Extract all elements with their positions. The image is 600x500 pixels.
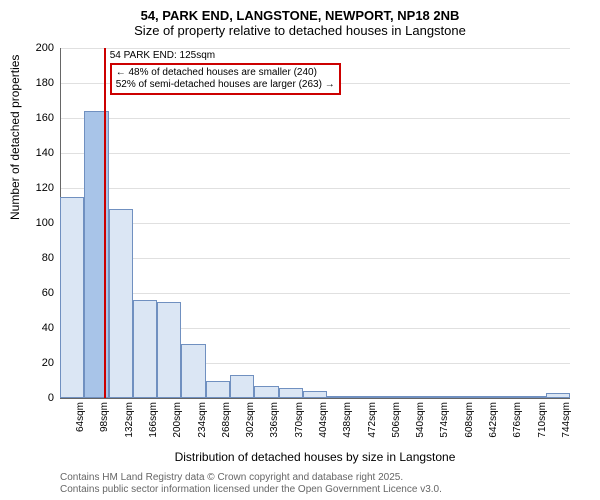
histogram-bar (109, 209, 133, 398)
histogram-bar (400, 396, 424, 398)
y-tick-label: 160 (36, 112, 60, 124)
x-tick-label: 200sqm (172, 402, 183, 438)
y-tick-label: 120 (36, 182, 60, 194)
histogram-bar (279, 388, 303, 399)
footer-line-2: Contains public sector information licen… (60, 484, 442, 496)
x-tick-label: 438sqm (342, 402, 353, 438)
y-tick-label: 40 (42, 322, 60, 334)
y-tick-label: 60 (42, 287, 60, 299)
x-tick-label: 336sqm (269, 402, 280, 438)
x-tick-label: 574sqm (439, 402, 450, 438)
footer-attribution: Contains HM Land Registry data © Crown c… (60, 472, 442, 496)
histogram-bar (424, 396, 448, 398)
annotation-line-1: ← 48% of detached houses are smaller (24… (116, 67, 335, 79)
histogram-bar (351, 396, 375, 398)
histogram-bar (254, 386, 278, 398)
gridline (60, 188, 570, 189)
annotation-box: ← 48% of detached houses are smaller (24… (110, 63, 341, 95)
histogram-bar (303, 391, 327, 398)
histogram-bar (206, 381, 230, 399)
y-axis-label: Number of detached properties (8, 55, 22, 220)
y-tick-label: 0 (48, 392, 60, 404)
x-tick-label: 506sqm (391, 402, 402, 438)
plot-area: 02040608010012014016018020064sqm98sqm132… (60, 48, 570, 398)
histogram-bar (327, 396, 351, 398)
y-tick-label: 20 (42, 357, 60, 369)
x-tick-label: 710sqm (537, 402, 548, 438)
x-tick-label: 540sqm (415, 402, 426, 438)
chart-title: 54, PARK END, LANGSTONE, NEWPORT, NP18 2… (0, 0, 600, 23)
histogram-bar (157, 302, 181, 398)
x-tick-label: 234sqm (197, 402, 208, 438)
x-tick-label: 744sqm (561, 402, 572, 438)
histogram-bar (521, 396, 545, 398)
marker-label: 54 PARK END: 125sqm (110, 50, 215, 61)
y-tick-label: 180 (36, 77, 60, 89)
gridline (60, 153, 570, 154)
chart-container: 54, PARK END, LANGSTONE, NEWPORT, NP18 2… (0, 0, 600, 500)
property-marker-line (104, 48, 106, 398)
x-tick-label: 608sqm (464, 402, 475, 438)
x-tick-label: 64sqm (75, 402, 86, 432)
x-tick-label: 472sqm (367, 402, 378, 438)
x-tick-label: 166sqm (148, 402, 159, 438)
histogram-bar (376, 396, 400, 398)
x-tick-label: 676sqm (512, 402, 523, 438)
x-axis-label: Distribution of detached houses by size … (60, 450, 570, 464)
x-tick-label: 642sqm (488, 402, 499, 438)
y-tick-label: 200 (36, 42, 60, 54)
y-tick-label: 140 (36, 147, 60, 159)
y-tick-label: 100 (36, 217, 60, 229)
histogram-bar (449, 396, 473, 398)
x-tick-label: 302sqm (245, 402, 256, 438)
footer-line-1: Contains HM Land Registry data © Crown c… (60, 472, 442, 484)
annotation-line-2: 52% of semi-detached houses are larger (… (116, 79, 335, 91)
chart-subtitle: Size of property relative to detached ho… (0, 23, 600, 42)
gridline (60, 258, 570, 259)
gridline (60, 293, 570, 294)
x-tick-label: 404sqm (318, 402, 329, 438)
y-tick-label: 80 (42, 252, 60, 264)
histogram-bar (133, 300, 157, 398)
gridline (60, 223, 570, 224)
gridline (60, 118, 570, 119)
histogram-bar (181, 344, 205, 398)
histogram-bar (230, 375, 254, 398)
histogram-bar (473, 396, 497, 398)
x-tick-label: 268sqm (221, 402, 232, 438)
x-axis-line (60, 398, 570, 399)
histogram-bar (546, 393, 570, 398)
gridline (60, 48, 570, 49)
x-tick-label: 132sqm (124, 402, 135, 438)
histogram-bar (60, 197, 84, 398)
x-tick-label: 370sqm (294, 402, 305, 438)
histogram-bar (497, 396, 521, 398)
x-tick-label: 98sqm (99, 402, 110, 432)
